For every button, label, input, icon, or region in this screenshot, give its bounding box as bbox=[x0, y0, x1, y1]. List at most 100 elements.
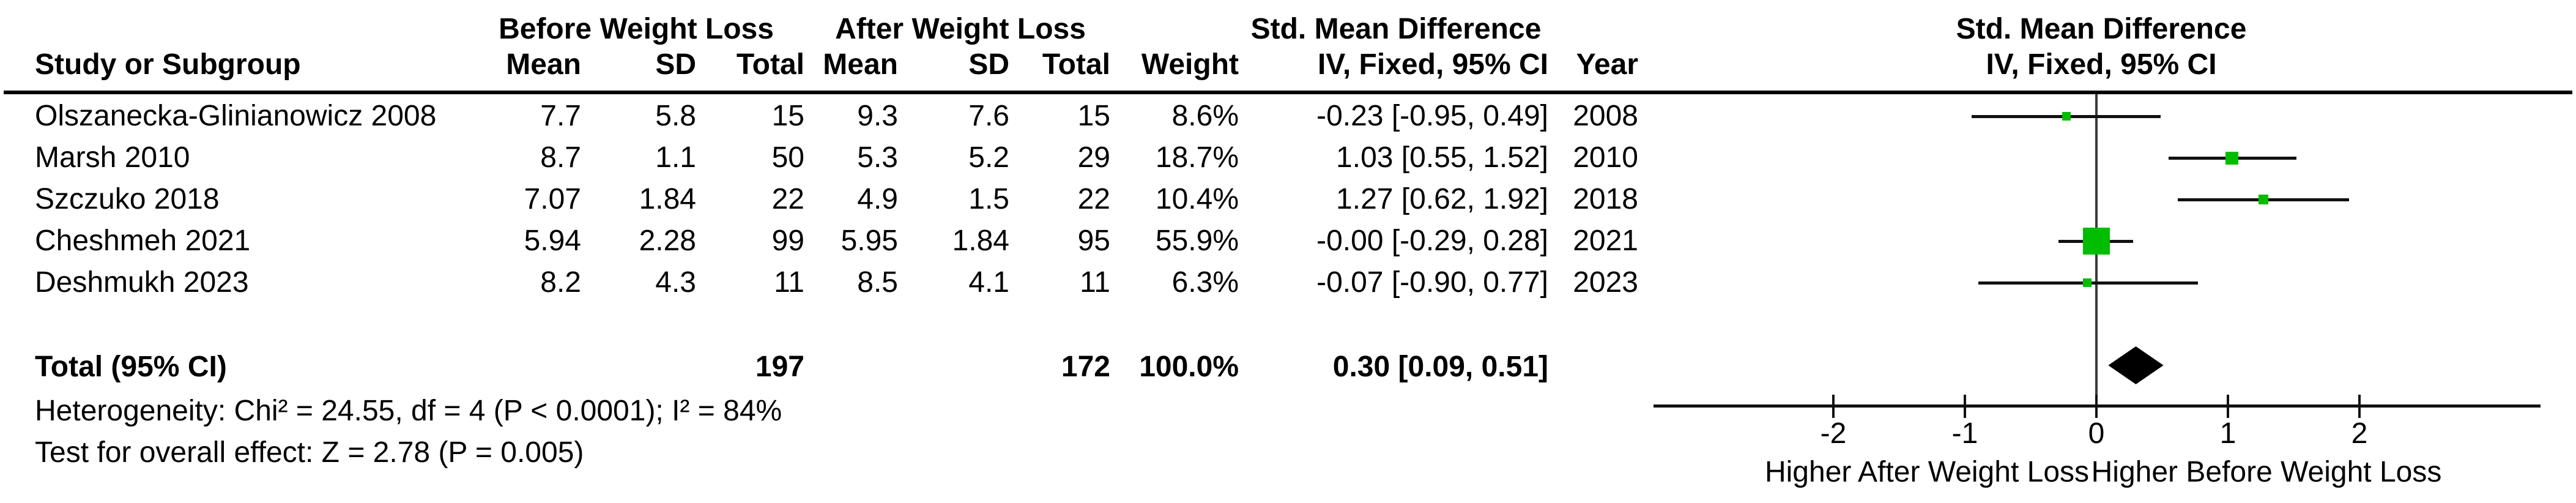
before-total: 15 bbox=[771, 100, 804, 132]
weight-value: 10.4% bbox=[1155, 183, 1239, 215]
study-label: Marsh 2010 bbox=[35, 141, 190, 174]
effect-size-marker bbox=[2082, 278, 2092, 287]
group-header-smd-plot: Std. Mean Difference bbox=[1956, 13, 2247, 45]
axis-tick bbox=[2095, 395, 2098, 418]
after-sd: 4.1 bbox=[968, 266, 1009, 299]
study-row: Marsh 2010 8.7 1.1 50 5.3 5.2 29 18.7% 1… bbox=[0, 142, 2576, 174]
study-row: Deshmukh 2023 8.2 4.3 11 8.5 4.1 11 6.3%… bbox=[0, 267, 2576, 299]
overall-effect-row: Test for overall effect: Z = 2.78 (P = 0… bbox=[0, 437, 2576, 469]
after-sd: 1.84 bbox=[952, 225, 1009, 257]
group-header-before: Before Weight Loss bbox=[499, 13, 774, 45]
axis-tick bbox=[2227, 395, 2229, 418]
before-total: 22 bbox=[771, 183, 804, 215]
after-sd: 5.2 bbox=[968, 141, 1009, 174]
axis-tick-label: 0 bbox=[2088, 417, 2105, 450]
before-mean: 8.2 bbox=[540, 266, 581, 299]
header-rule-line bbox=[4, 91, 2572, 94]
before-mean: 8.7 bbox=[540, 141, 581, 174]
col-header-sd-after: SD bbox=[968, 48, 1009, 81]
weight-value: 55.9% bbox=[1155, 225, 1239, 257]
after-sd: 1.5 bbox=[968, 183, 1009, 215]
after-mean: 4.9 bbox=[857, 183, 898, 215]
before-sd: 1.84 bbox=[639, 183, 696, 215]
before-mean: 7.07 bbox=[524, 183, 581, 215]
col-header-total-after: Total bbox=[1042, 48, 1110, 81]
after-total: 29 bbox=[1077, 141, 1110, 174]
smd-ci-value: -0.23 [-0.95, 0.49] bbox=[1316, 100, 1548, 132]
effect-size-marker bbox=[2225, 151, 2238, 165]
total-label: Total (95% CI) bbox=[35, 351, 227, 383]
effect-size-marker bbox=[2083, 228, 2110, 255]
total-before-n: 197 bbox=[755, 351, 804, 383]
axis-tick-label: 1 bbox=[2219, 417, 2236, 450]
after-mean: 5.95 bbox=[841, 225, 898, 257]
total-after-n: 172 bbox=[1061, 351, 1110, 383]
year-value: 2021 bbox=[1573, 225, 1638, 257]
axis-tick bbox=[2358, 395, 2361, 418]
after-total: 11 bbox=[1080, 266, 1110, 299]
col-header-study: Study or Subgroup bbox=[35, 48, 301, 81]
heterogeneity-text: Heterogeneity: Chi² = 24.55, df = 4 (P <… bbox=[35, 395, 782, 427]
after-total: 22 bbox=[1077, 183, 1110, 215]
before-total: 11 bbox=[774, 266, 804, 299]
year-value: 2018 bbox=[1573, 183, 1638, 215]
col-header-iv-plot: IV, Fixed, 95% CI bbox=[1986, 48, 2217, 81]
axis-label-left: Higher After Weight Loss bbox=[1764, 456, 2090, 488]
heterogeneity-row: Heterogeneity: Chi² = 24.55, df = 4 (P <… bbox=[0, 395, 2576, 427]
after-total: 15 bbox=[1077, 100, 1110, 132]
group-header-after: After Weight Loss bbox=[835, 13, 1086, 45]
axis-tick bbox=[1832, 395, 1835, 418]
group-header-row: Before Weight Loss After Weight Loss Std… bbox=[0, 13, 2576, 45]
before-mean: 7.7 bbox=[540, 100, 581, 132]
study-label: Deshmukh 2023 bbox=[35, 266, 249, 299]
before-mean: 5.94 bbox=[524, 225, 581, 257]
total-weight: 100.0% bbox=[1139, 351, 1239, 383]
smd-ci-value: 1.27 [0.62, 1.92] bbox=[1336, 183, 1548, 215]
year-value: 2008 bbox=[1573, 100, 1638, 132]
axis-tick-label: 2 bbox=[2351, 417, 2368, 450]
study-label: Szczuko 2018 bbox=[35, 183, 220, 215]
weight-value: 8.6% bbox=[1171, 100, 1239, 132]
col-header-sd-before: SD bbox=[655, 48, 696, 81]
total-row: Total (95% CI) 197 172 100.0% 0.30 [0.09… bbox=[0, 351, 2576, 383]
col-header-weight: Weight bbox=[1141, 48, 1239, 81]
smd-ci-value: -0.00 [-0.29, 0.28] bbox=[1316, 225, 1548, 257]
overall-effect-text: Test for overall effect: Z = 2.78 (P = 0… bbox=[35, 436, 584, 469]
before-sd: 2.28 bbox=[639, 225, 696, 257]
effect-size-marker bbox=[2259, 195, 2269, 204]
before-total: 50 bbox=[771, 141, 804, 174]
group-header-smd-table: Std. Mean Difference bbox=[1250, 13, 1542, 45]
year-value: 2010 bbox=[1573, 141, 1638, 174]
after-total: 95 bbox=[1077, 225, 1110, 257]
col-header-year: Year bbox=[1576, 48, 1638, 81]
axis-tick-label: -1 bbox=[1951, 417, 1978, 450]
before-sd: 1.1 bbox=[655, 141, 696, 174]
study-row: Szczuko 2018 7.07 1.84 22 4.9 1.5 22 10.… bbox=[0, 184, 2576, 215]
col-header-iv-table: IV, Fixed, 95% CI bbox=[1317, 48, 1548, 81]
after-mean: 9.3 bbox=[857, 100, 898, 132]
after-mean: 8.5 bbox=[857, 266, 898, 299]
study-row: Cheshmeh 2021 5.94 2.28 99 5.95 1.84 95 … bbox=[0, 225, 2576, 257]
total-smd-ci: 0.30 [0.09, 0.51] bbox=[1332, 351, 1548, 383]
axis-tick bbox=[1964, 395, 1966, 418]
before-sd: 5.8 bbox=[655, 100, 696, 132]
axis-tick-label: -2 bbox=[1820, 417, 1847, 450]
col-header-mean-before: Mean bbox=[506, 48, 581, 81]
weight-value: 6.3% bbox=[1171, 266, 1239, 299]
column-header-row: Study or Subgroup Mean SD Total Mean SD … bbox=[0, 49, 2576, 81]
smd-ci-value: -0.07 [-0.90, 0.77] bbox=[1316, 266, 1548, 299]
after-mean: 5.3 bbox=[857, 141, 898, 174]
after-sd: 7.6 bbox=[968, 100, 1009, 132]
weight-value: 18.7% bbox=[1155, 141, 1239, 174]
before-sd: 4.3 bbox=[655, 266, 696, 299]
study-label: Cheshmeh 2021 bbox=[35, 225, 251, 257]
axis-label-right: Higher Before Weight Loss bbox=[2091, 456, 2442, 488]
before-total: 99 bbox=[771, 225, 804, 257]
study-label: Olszanecka-Glinianowicz 2008 bbox=[35, 100, 437, 132]
col-header-total-before: Total bbox=[736, 48, 804, 81]
smd-ci-value: 1.03 [0.55, 1.52] bbox=[1336, 141, 1548, 174]
effect-size-marker bbox=[2062, 112, 2071, 121]
col-header-mean-after: Mean bbox=[823, 48, 898, 81]
year-value: 2023 bbox=[1573, 266, 1638, 299]
